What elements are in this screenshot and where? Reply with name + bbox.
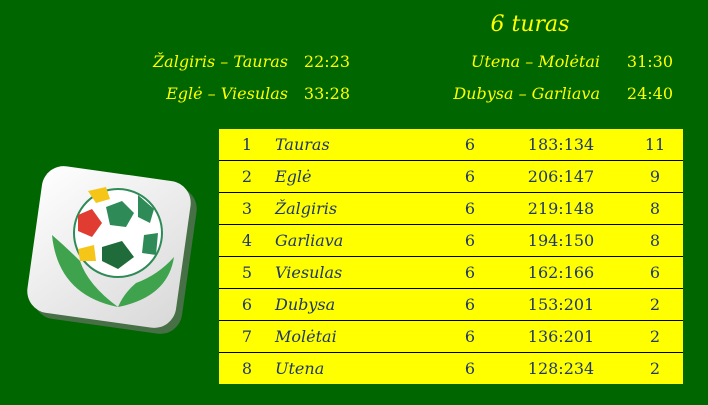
ball-in-hands-logo (27, 166, 197, 334)
games-played: 6 (445, 192, 495, 225)
match-teams: Dubysa – Garliava (453, 84, 600, 103)
games-played: 6 (445, 224, 495, 257)
team-rank: 4 (219, 224, 275, 257)
team-name: Garliava (275, 224, 445, 257)
games-played: 6 (445, 129, 495, 161)
round-title: 6 turas (490, 12, 570, 37)
team-rank: 6 (219, 288, 275, 321)
team-points: 11 (627, 129, 683, 161)
table-row: 1 Tauras 6 183:134 11 (219, 129, 683, 161)
standings-table: 1 Tauras 6 183:134 11 2 Eglė 6 206:147 9 3 Žalgiris… (219, 129, 683, 384)
table-row: 8 Utena 6 128:234 2 (219, 353, 683, 385)
games-played: 6 (445, 256, 495, 289)
match-teams: Eglė – Viesulas (166, 84, 288, 103)
team-name: Eglė (275, 160, 445, 193)
table-row: 6 Dubysa 6 153:201 2 (219, 288, 683, 321)
match-result: Dubysa – Garliava 24:40 (395, 84, 673, 103)
goal-score: 136:201 (495, 320, 627, 353)
table-row: 4 Garliava 6 194:150 8 (219, 224, 683, 257)
team-name: Tauras (275, 129, 445, 161)
goal-score: 183:134 (495, 129, 627, 161)
team-points: 2 (627, 320, 683, 353)
team-rank: 1 (219, 129, 275, 161)
team-rank: 5 (219, 256, 275, 289)
table-row: 5 Viesulas 6 162:166 6 (219, 256, 683, 289)
goal-score: 153:201 (495, 288, 627, 321)
goal-score: 219:148 (495, 192, 627, 225)
team-points: 9 (627, 160, 683, 193)
team-rank: 3 (219, 192, 275, 225)
team-points: 2 (649, 359, 661, 378)
team-points: 8 (627, 192, 683, 225)
games-played: 6 (445, 160, 495, 193)
games-played: 6 (464, 359, 476, 378)
goal-score: 206:147 (495, 160, 627, 193)
team-rank: 8 (241, 359, 253, 378)
games-played: 6 (445, 320, 495, 353)
team-name: Utena (275, 359, 325, 378)
match-result: Eglė – Viesulas 33:28 (100, 84, 350, 103)
team-name: Molėtai (275, 320, 445, 353)
team-points: 2 (627, 288, 683, 321)
match-score: 22:23 (303, 52, 350, 71)
match-result: Žalgiris – Tauras 22:23 (100, 52, 350, 71)
match-score: 33:28 (303, 84, 350, 103)
goal-score: 162:166 (495, 256, 627, 289)
match-teams: Utena – Molėtai (470, 52, 600, 71)
team-rank: 7 (219, 320, 275, 353)
table-row: 2 Eglė 6 206:147 9 (219, 160, 683, 193)
goal-score: 128:234 (527, 359, 595, 378)
games-played: 6 (445, 288, 495, 321)
team-rank: 2 (219, 160, 275, 193)
table-row: 7 Molėtai 6 136:201 2 (219, 320, 683, 353)
match-teams: Žalgiris – Tauras (153, 52, 288, 71)
goal-score: 194:150 (495, 224, 627, 257)
team-name: Viesulas (275, 256, 445, 289)
team-name: Žalgiris (275, 192, 445, 225)
team-points: 8 (627, 224, 683, 257)
match-score: 24:40 (626, 84, 673, 103)
table-row: 3 Žalgiris 6 219:148 8 (219, 192, 683, 225)
team-points: 6 (627, 256, 683, 289)
match-score: 31:30 (626, 52, 673, 71)
team-name: Dubysa (275, 288, 445, 321)
match-result: Utena – Molėtai 31:30 (395, 52, 673, 71)
